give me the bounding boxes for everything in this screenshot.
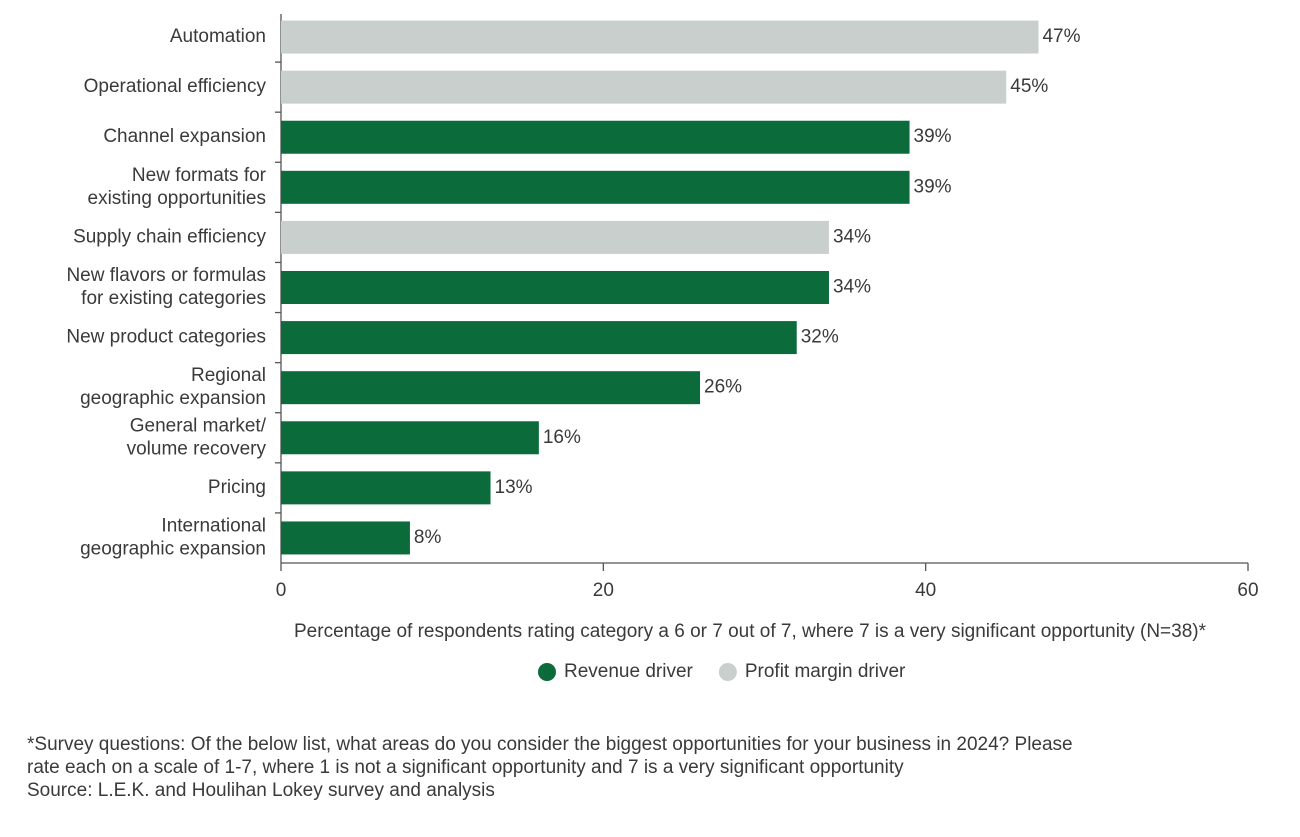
y-tick-label: New flavors or formulas <box>66 265 266 286</box>
bar <box>281 271 829 304</box>
y-tick-label: geographic expansion <box>80 388 266 409</box>
legend-label: Profit margin driver <box>745 661 906 682</box>
value-label: 16% <box>543 427 581 448</box>
x-axis-label: Percentage of respondents rating categor… <box>294 621 1207 642</box>
y-tick-label: for existing categories <box>81 288 266 309</box>
value-label: 26% <box>704 377 742 398</box>
bar <box>281 421 539 455</box>
legend-label: Revenue driver <box>564 661 694 682</box>
x-tick-label: 20 <box>593 580 614 601</box>
legend-marker <box>718 663 737 681</box>
x-tick-label: 0 <box>276 580 287 601</box>
y-tick-label: Pricing <box>208 477 266 498</box>
y-tick-label: International <box>161 515 266 536</box>
bar <box>281 20 1039 54</box>
y-tick-label: New formats for <box>132 165 267 186</box>
bar <box>281 120 910 154</box>
value-label: 45% <box>1010 76 1048 97</box>
y-tick-label: geographic expansion <box>80 538 266 559</box>
value-label: 13% <box>495 477 533 498</box>
bar <box>281 70 1007 104</box>
value-label: 47% <box>1042 26 1080 47</box>
bar <box>281 521 410 555</box>
x-tick-label: 60 <box>1237 580 1258 601</box>
value-label: 34% <box>833 277 871 298</box>
y-tick-label: Operational efficiency <box>84 76 267 97</box>
y-tick-label: Regional <box>191 365 266 386</box>
value-label: 32% <box>801 327 839 348</box>
bar <box>281 321 797 355</box>
footnote: *Survey questions: Of the below list, wh… <box>27 734 1073 755</box>
bar <box>281 371 701 405</box>
bar <box>281 471 491 505</box>
y-tick-label: existing opportunities <box>88 188 267 209</box>
value-label: 8% <box>414 527 442 548</box>
bar <box>281 220 829 254</box>
y-tick-label: New product categories <box>66 327 266 348</box>
y-tick-label: volume recovery <box>127 438 267 459</box>
y-tick-label: Supply chain efficiency <box>73 226 266 247</box>
value-label: 34% <box>833 226 871 247</box>
y-tick-label: General market/ <box>130 415 267 436</box>
y-tick-label: Channel expansion <box>103 126 266 147</box>
bar <box>281 170 910 204</box>
footnote: Source: L.E.K. and Houlihan Lokey survey… <box>27 780 495 801</box>
value-label: 39% <box>914 126 952 147</box>
value-label: 39% <box>914 176 952 197</box>
legend-marker <box>538 663 556 681</box>
footnote: rate each on a scale of 1-7, where 1 is … <box>27 757 904 778</box>
y-tick-label: Automation <box>170 26 266 47</box>
x-tick-label: 40 <box>915 580 936 601</box>
